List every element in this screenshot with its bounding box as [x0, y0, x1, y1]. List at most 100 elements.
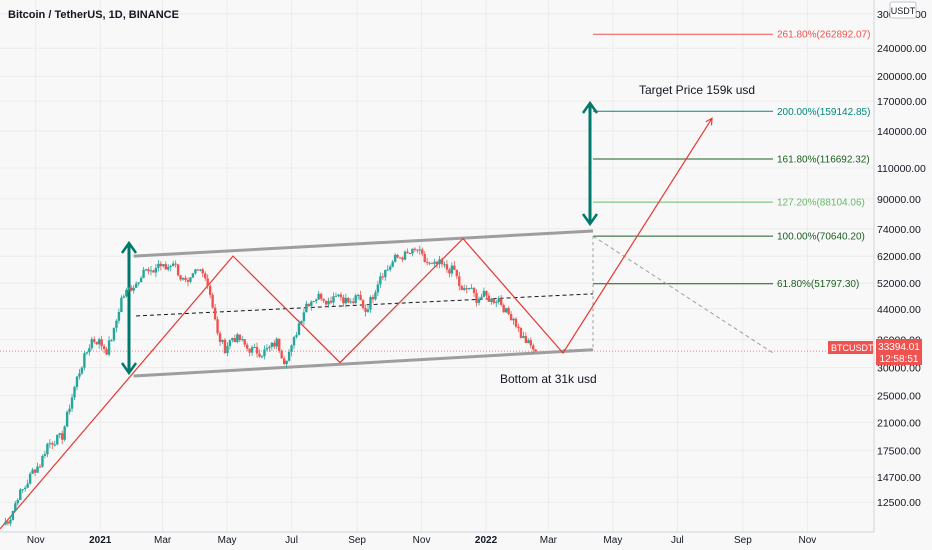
- candle-body: [260, 356, 264, 358]
- y-tick-label: 21000.00: [877, 417, 921, 429]
- target-double-arrow-head-top: [581, 100, 599, 114]
- candle-body: [359, 295, 362, 301]
- candle-body: [60, 433, 64, 440]
- candle-body: [319, 293, 323, 299]
- range-double-arrow-head-top: [120, 240, 138, 254]
- candle-body: [287, 351, 291, 361]
- candle-body: [85, 352, 89, 354]
- candle-body: [102, 346, 106, 350]
- candle-body: [361, 300, 365, 309]
- candle-body: [465, 288, 468, 290]
- price-axis[interactable]: 300000.00240000.00200000.00170000.001400…: [873, 0, 927, 532]
- candle-body: [450, 265, 454, 274]
- candle-body: [371, 296, 375, 300]
- x-tick-label: May: [218, 535, 237, 546]
- candle-body: [152, 270, 155, 273]
- target-double-arrow-head-bottom: [581, 213, 599, 227]
- fib-level-label: 61.80%(51797.30): [777, 279, 859, 290]
- candle-body: [255, 347, 259, 354]
- candle-body: [80, 367, 84, 374]
- candle-body: [174, 263, 177, 265]
- y-tick-label: 62000.00: [877, 251, 921, 263]
- candle-body: [344, 297, 348, 304]
- candle-body: [196, 269, 200, 271]
- candle-body: [307, 303, 311, 307]
- candle-body: [75, 376, 79, 387]
- candle-body: [211, 294, 214, 308]
- candle-body: [194, 269, 197, 274]
- candle-body: [467, 288, 471, 290]
- candle-body: [167, 266, 170, 270]
- candle-body: [9, 519, 12, 524]
- candle-body: [295, 335, 298, 337]
- candle-body: [507, 308, 510, 315]
- candle-body: [68, 408, 71, 412]
- candle-body: [184, 277, 187, 280]
- candle-body: [142, 269, 145, 278]
- candle-body: [63, 426, 66, 440]
- y-tick-label: 200000.00: [877, 71, 927, 83]
- candle-body: [487, 295, 491, 302]
- y-tick-label: 170000.00: [877, 96, 927, 108]
- candle-body: [416, 249, 419, 251]
- candle-body: [43, 454, 47, 457]
- candle-body: [213, 307, 217, 320]
- candle-body: [438, 259, 441, 265]
- candle-body: [300, 321, 303, 324]
- candle-body: [411, 248, 414, 254]
- candle-body: [206, 278, 209, 286]
- candle-body: [522, 336, 525, 338]
- candle-body: [453, 265, 456, 270]
- candle-body: [164, 264, 167, 270]
- candle-body: [477, 298, 481, 303]
- x-tick-label: Nov: [798, 535, 816, 546]
- candle-body: [278, 338, 281, 351]
- candle-body: [241, 339, 244, 341]
- candle-body: [393, 254, 397, 262]
- candle-body: [509, 314, 513, 321]
- fib-extension: 261.80%(262892.07) 200.00%(159142.85) 161.…: [593, 30, 870, 290]
- candle-body: [268, 346, 271, 349]
- candle-body: [413, 248, 417, 250]
- fib-level-label: 200.00%(159142.85): [777, 107, 870, 118]
- candle-body: [159, 263, 163, 267]
- candle-body: [396, 254, 399, 258]
- candle-body: [73, 386, 76, 398]
- candle-body: [445, 264, 449, 270]
- candle-body: [33, 469, 37, 473]
- candle-body: [65, 411, 69, 427]
- candle-body: [423, 253, 426, 262]
- candle-body: [134, 283, 138, 288]
- candle-body: [527, 340, 530, 343]
- candle-body: [455, 269, 459, 277]
- candle-body: [514, 318, 518, 327]
- x-tick-label: Nov: [413, 535, 431, 546]
- candle-body: [97, 339, 101, 345]
- candle-body: [433, 261, 436, 264]
- candle-body: [248, 348, 251, 353]
- target-annotation: Target Price 159k usd: [639, 83, 755, 97]
- symbol-title[interactable]: Bitcoin / TetherUS, 1D, BINANCE: [8, 9, 179, 21]
- price-tag-bg: [876, 339, 922, 365]
- candle-body: [38, 466, 42, 468]
- currency-button[interactable]: USDT: [889, 1, 917, 19]
- candle-body: [88, 348, 91, 353]
- candle-body: [191, 273, 195, 278]
- channel-upper-line: [133, 229, 594, 258]
- candle-body: [428, 262, 431, 264]
- candle-body: [110, 340, 113, 342]
- candle-body: [122, 296, 126, 298]
- candle-body: [95, 341, 98, 345]
- candle-body: [485, 290, 488, 296]
- candle-body: [376, 284, 380, 293]
- candle-body: [112, 327, 116, 341]
- candle-body: [329, 300, 333, 303]
- candle-body: [430, 262, 434, 264]
- time-axis[interactable]: Nov 2021 Mar May Jul Sep Nov 2022 Mar May Jul Sep No…: [0, 531, 874, 546]
- y-tick-label: 12500.00: [877, 497, 921, 509]
- symbol-tag: BTCUSDT: [831, 343, 874, 353]
- y-tick-label: 240000.00: [877, 43, 927, 55]
- candle-body: [137, 282, 140, 284]
- candle-body: [426, 261, 429, 263]
